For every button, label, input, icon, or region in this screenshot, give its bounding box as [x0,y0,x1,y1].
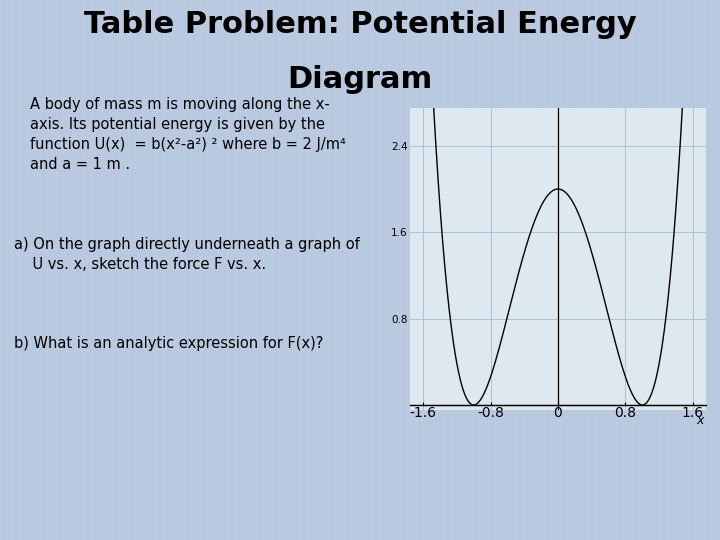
Text: Diagram: Diagram [287,65,433,94]
Text: A body of mass m is moving along the x-
axis. Its potential energy is given by t: A body of mass m is moving along the x- … [30,97,346,172]
Text: x: x [696,414,704,427]
Text: a) On the graph directly underneath a graph of
    U vs. x, sketch the force F v: a) On the graph directly underneath a gr… [14,237,360,272]
Text: Table Problem: Potential Energy: Table Problem: Potential Energy [84,10,636,39]
Text: b) What is an analytic expression for F(x)?: b) What is an analytic expression for F(… [14,336,324,352]
